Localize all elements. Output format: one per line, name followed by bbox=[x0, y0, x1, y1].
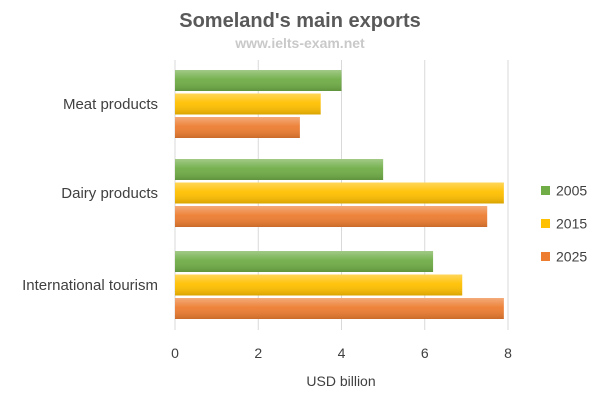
bar-shading bbox=[175, 70, 342, 91]
bar-shading bbox=[175, 117, 300, 138]
legend: 2005 2015 2025 bbox=[541, 183, 587, 265]
x-tick-label: 8 bbox=[504, 345, 512, 361]
category-labels: Meat products Dairy products International… bbox=[22, 96, 158, 294]
legend-swatch-2005 bbox=[541, 186, 550, 195]
x-tick-label: 4 bbox=[338, 345, 346, 361]
x-tick-label: 0 bbox=[171, 345, 179, 361]
bar-shading bbox=[175, 274, 463, 296]
bar-shading bbox=[175, 159, 384, 180]
bar-shading bbox=[175, 206, 488, 227]
bars bbox=[175, 70, 504, 319]
category-label: Meat products bbox=[63, 96, 158, 113]
category-label: International tourism bbox=[22, 277, 158, 294]
legend-swatch-2025 bbox=[541, 252, 550, 261]
x-tick-label: 2 bbox=[254, 345, 262, 361]
chart-title: Someland's main exports bbox=[179, 10, 421, 32]
bar-shading bbox=[175, 93, 321, 115]
watermark-text: www.ielts-exam.net bbox=[234, 35, 365, 51]
category-label: Dairy products bbox=[61, 185, 158, 202]
legend-label: 2015 bbox=[556, 216, 587, 232]
legend-swatch-2015 bbox=[541, 219, 550, 228]
legend-label: 2025 bbox=[556, 249, 587, 265]
bar-shading bbox=[175, 298, 504, 319]
bar-shading bbox=[175, 251, 434, 272]
legend-label: 2005 bbox=[556, 183, 587, 199]
x-axis-title: USD billion bbox=[306, 373, 375, 389]
x-tick-label: 6 bbox=[421, 345, 429, 361]
bar-shading bbox=[175, 182, 504, 204]
x-tick-labels: 0 2 4 6 8 bbox=[171, 345, 512, 361]
